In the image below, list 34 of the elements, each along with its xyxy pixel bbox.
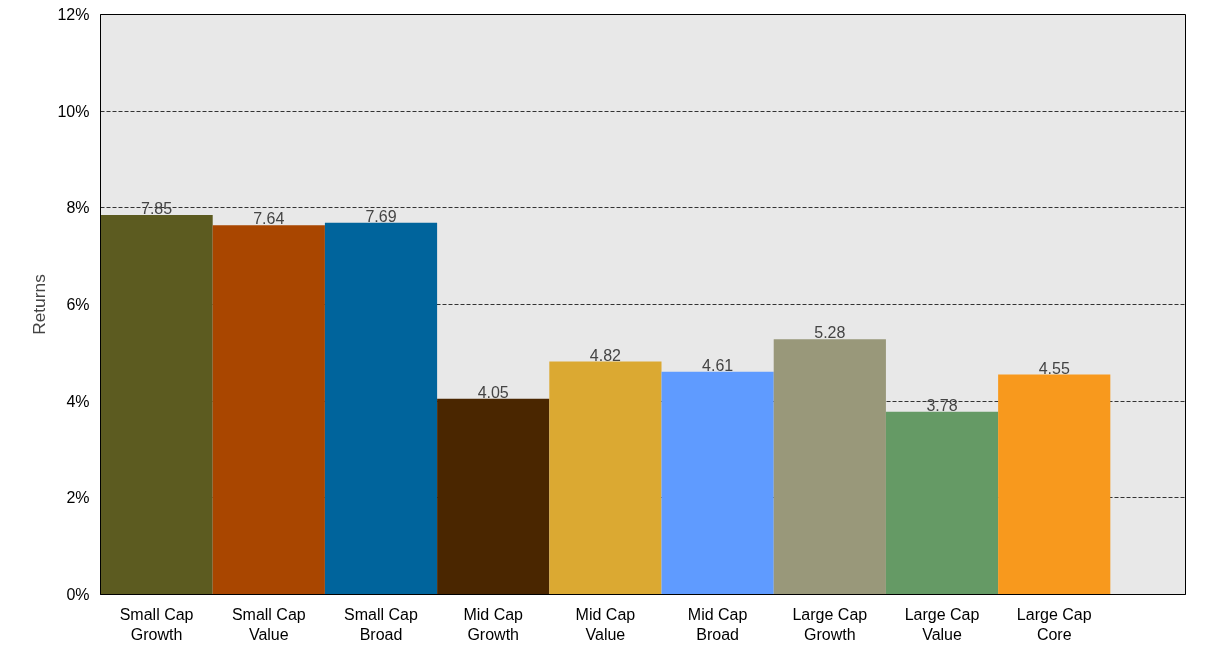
x-tick-label: Mid Cap Growth [463, 605, 524, 643]
bar [885, 411, 999, 595]
data-label: 7.69 [365, 207, 397, 225]
y-tick-label: 6% [66, 296, 90, 313]
data-label: 4.05 [477, 383, 509, 401]
data-label: 7.64 [253, 210, 285, 228]
bar [437, 398, 550, 595]
data-label: 5.28 [814, 324, 846, 342]
x-tick-label: Large Cap Growth [792, 605, 868, 643]
y-axis-title: Returns [29, 273, 50, 335]
y-tick-label: 4% [66, 392, 90, 410]
bar [212, 225, 325, 595]
y-tick-label: 10% [57, 102, 90, 120]
y-tick-label: 2% [66, 489, 90, 507]
bar [998, 374, 1111, 595]
y-tick-label: 8% [66, 199, 90, 217]
bar [549, 361, 662, 595]
data-label: 4.82 [589, 346, 622, 364]
x-tick-label: Small Cap Value [231, 605, 306, 643]
x-tick-label: Large Cap Value [904, 605, 980, 643]
x-tick-label: Small Cap Broad [344, 605, 419, 643]
bar [661, 371, 774, 595]
x-tick-label: Small Cap Growth [119, 605, 194, 643]
y-tick-label: 12% [57, 6, 90, 23]
bar [324, 222, 438, 595]
bar [100, 215, 213, 595]
x-tick-label: Mid Cap Broad [687, 605, 748, 643]
data-label: 4.55 [1038, 359, 1070, 377]
data-label: 3.78 [926, 396, 958, 414]
x-tick-label: Large Cap Core [1016, 605, 1092, 643]
data-label: 4.61 [702, 356, 734, 374]
y-tick-label: 0% [66, 586, 90, 603]
x-tick-label: Mid Cap Value [575, 605, 636, 643]
bar [773, 339, 886, 595]
